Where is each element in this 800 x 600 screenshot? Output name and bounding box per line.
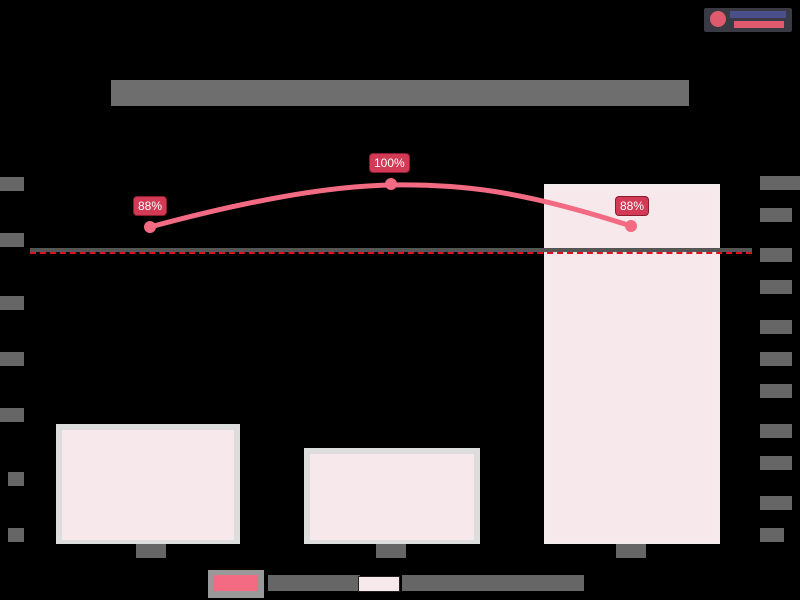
data-label: 88%: [615, 196, 650, 216]
chart-title: [illegible title]: [111, 80, 689, 106]
x-axis-label: [cat 1]: [136, 544, 166, 558]
bar-category-2: [304, 448, 480, 544]
logo-text-bottom: [734, 21, 784, 28]
right-axis-tick: [t]: [760, 528, 784, 542]
right-axis-tick: [t]: [760, 280, 792, 294]
left-axis-tick: [t]: [8, 528, 24, 542]
right-axis-tick: [t]: [760, 208, 792, 222]
legend-swatch-bar: [358, 576, 400, 592]
right-axis-tick: [t]: [760, 424, 792, 438]
data-label: 88%: [133, 196, 168, 216]
line-point: [625, 220, 637, 232]
left-axis-tick: [t]: [0, 408, 24, 422]
bar-category-3: [544, 184, 720, 544]
logo-text-top: [730, 11, 786, 18]
data-label: 100%: [369, 153, 410, 173]
left-axis-tick: [t]: [8, 472, 24, 486]
left-axis-tick: [t]: [0, 177, 24, 191]
right-axis-tick: [t]: [760, 248, 792, 262]
line-point: [144, 221, 156, 233]
right-axis-tick: [t]: [760, 352, 792, 366]
x-axis-label: [cat 2]: [376, 544, 406, 558]
left-axis-tick: [t]: [0, 352, 24, 366]
legend-swatch-line: [208, 570, 264, 598]
right-axis-tick: [t]: [760, 384, 792, 398]
line-point: [385, 178, 397, 190]
right-axis-tick: [t]: [760, 320, 792, 334]
bar-category-1: [56, 424, 240, 544]
brand-logo: [704, 8, 792, 32]
x-axis-label: [cat 3]: [616, 544, 646, 558]
right-axis-tick: [t]: [760, 496, 792, 510]
reference-line-shadow: [30, 248, 752, 252]
right-axis-tick: [t]: [760, 456, 792, 470]
left-axis-tick: [t]: [0, 296, 24, 310]
reference-line: [30, 252, 752, 254]
globe-icon: [710, 11, 726, 27]
legend-label-bar: [illegible]: [402, 575, 584, 591]
legend-label-line: [illegible]: [268, 575, 360, 591]
left-axis-tick: [t]: [0, 233, 24, 247]
right-axis-tick: [t]: [760, 176, 800, 190]
